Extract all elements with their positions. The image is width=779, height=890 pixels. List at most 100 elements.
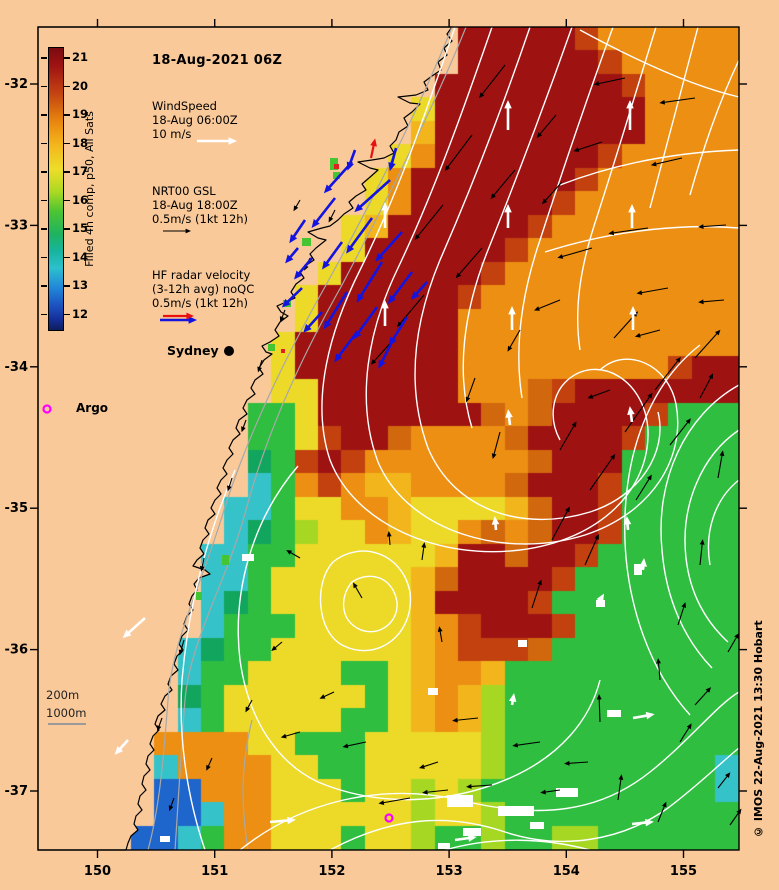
- wind-arrow-head: [639, 558, 648, 567]
- cloud-gap: [556, 788, 578, 797]
- wind-arrow-head: [505, 409, 513, 418]
- ssh-contour: [319, 550, 412, 652]
- gsl-current-arrow: [515, 741, 541, 746]
- gsl-current-arrow: [480, 64, 506, 96]
- wind-arrow-head: [508, 693, 517, 703]
- hf-radar-arrow-head: [334, 353, 343, 363]
- gsl-current-arrow-head: [708, 373, 714, 380]
- ssh-contour: [707, 479, 740, 566]
- gsl-current-arrow-head: [185, 228, 191, 234]
- gsl-current-arrow-head: [512, 742, 518, 748]
- gsl-current-arrow: [596, 77, 626, 85]
- colorbar-tick-label: 15: [72, 221, 89, 235]
- gsl-current-arrow-head: [421, 542, 427, 548]
- gsl-current-arrow: [446, 134, 473, 169]
- estuary-speck: [268, 344, 275, 351]
- gsl-current-arrow: [717, 453, 723, 479]
- gsl-current-arrow-head: [705, 687, 712, 693]
- ssh-contour: [414, 26, 661, 521]
- colorbar-tick-label: 21: [72, 50, 89, 64]
- gsl-current-arrow-head: [452, 717, 458, 723]
- wind-arrow-head: [623, 516, 632, 525]
- argo-label: Argo: [76, 401, 109, 415]
- colorbar-tick-label: 16: [72, 192, 89, 207]
- gsl-current-arrow: [653, 157, 683, 166]
- ssh-contour: [239, 691, 740, 851]
- hf-radar-arrow: [358, 261, 384, 300]
- gsl-current-arrow-head: [328, 216, 334, 223]
- ssh-contour: [660, 384, 740, 669]
- gsl-current-arrow-head: [541, 198, 548, 205]
- gsl-current-arrow-head: [342, 743, 349, 749]
- wind-arrow-head: [627, 406, 635, 416]
- gsl-current-arrow: [466, 377, 476, 400]
- ssh-contour: [180, 469, 236, 851]
- colorbar-tick: [41, 285, 47, 287]
- gsl-current-arrow-head: [271, 645, 277, 651]
- gsl-current-arrow-head: [534, 306, 540, 311]
- colorbar-label: Filled 4h comp, p50, All Sats: [83, 111, 96, 267]
- gsl-current-arrow: [694, 331, 719, 359]
- hf-radar-arrow-head: [323, 184, 333, 194]
- colorbar-tick: [41, 85, 47, 87]
- gsl-current-arrow-head: [681, 602, 687, 609]
- red-arrow-head: [186, 312, 194, 320]
- estuary-speck: [222, 555, 229, 565]
- gsl-current-arrow: [457, 247, 483, 277]
- cloud-gap: [530, 822, 544, 829]
- gsl-current-arrow-head: [725, 772, 731, 778]
- hf-legend-name: HF radar velocity: [152, 268, 251, 282]
- gsl-current-arrow-head: [156, 725, 162, 732]
- wind-arrow-head: [596, 593, 604, 603]
- gsl-current-arrow: [493, 431, 501, 457]
- x-tick-label: 150: [84, 864, 111, 879]
- gsl-current-arrow: [469, 784, 493, 788]
- gsl-current-arrow-head: [571, 421, 577, 428]
- wind-arrow: [125, 617, 146, 636]
- colorbar-tick: [41, 228, 47, 230]
- gsl-current-arrow: [416, 204, 444, 238]
- gsl-current-arrow: [567, 761, 589, 764]
- gsl-current-arrow-head: [734, 632, 739, 639]
- colorbar-tick-label: 17: [72, 164, 89, 178]
- colorbar-tick: [41, 313, 47, 315]
- gsl-current-arrow: [589, 456, 614, 491]
- ssh-contour: [649, 26, 699, 209]
- colorbar-tick-label: 19: [72, 107, 89, 121]
- cloud-gap: [463, 828, 481, 836]
- argo-float-marker: [384, 813, 394, 823]
- gsl-current-arrow-head: [593, 81, 600, 86]
- cloud-gap: [596, 600, 605, 607]
- hf-radar-arrow-head: [322, 260, 331, 270]
- ssh-contour: [518, 26, 614, 399]
- y-tick-label: -34: [5, 360, 29, 375]
- hf-radar-arrow: [296, 257, 313, 277]
- hf-radar-arrow-head: [188, 316, 197, 324]
- y-tick-label: -36: [5, 643, 29, 658]
- hf-radar-arrow: [355, 306, 379, 337]
- gsl-current-arrow-head: [444, 165, 451, 171]
- wind-legend-scale: 10 m/s: [152, 127, 192, 141]
- gsl-current-arrow-head: [656, 658, 661, 664]
- colorbar-tick: [64, 199, 70, 201]
- gsl-current-arrow: [624, 395, 652, 433]
- x-tick-label: 155: [670, 864, 697, 879]
- gsl-current-arrow-head: [608, 230, 615, 236]
- colorbar-tick: [41, 57, 47, 59]
- depth-contour-sample-line: [48, 723, 86, 725]
- ssh-contour: [689, 59, 740, 196]
- colorbar-tick: [64, 285, 70, 287]
- gsl-current-arrow-head: [199, 565, 205, 572]
- hf-radar-arrow: [325, 291, 349, 326]
- gsl-current-arrow-head: [465, 396, 471, 403]
- wind-arrow-head: [467, 834, 477, 842]
- colorbar-tick: [64, 313, 70, 315]
- estuary-speck: [196, 592, 202, 600]
- cloud-gap: [242, 554, 254, 561]
- gsl-current-arrow-head: [573, 147, 580, 152]
- gsl-current-arrow: [543, 181, 563, 203]
- gsl-current-arrow: [425, 789, 449, 793]
- hf-radar-arrow: [291, 219, 307, 240]
- gsl-current-arrow: [654, 359, 680, 391]
- gsl-current-arrow: [617, 777, 622, 801]
